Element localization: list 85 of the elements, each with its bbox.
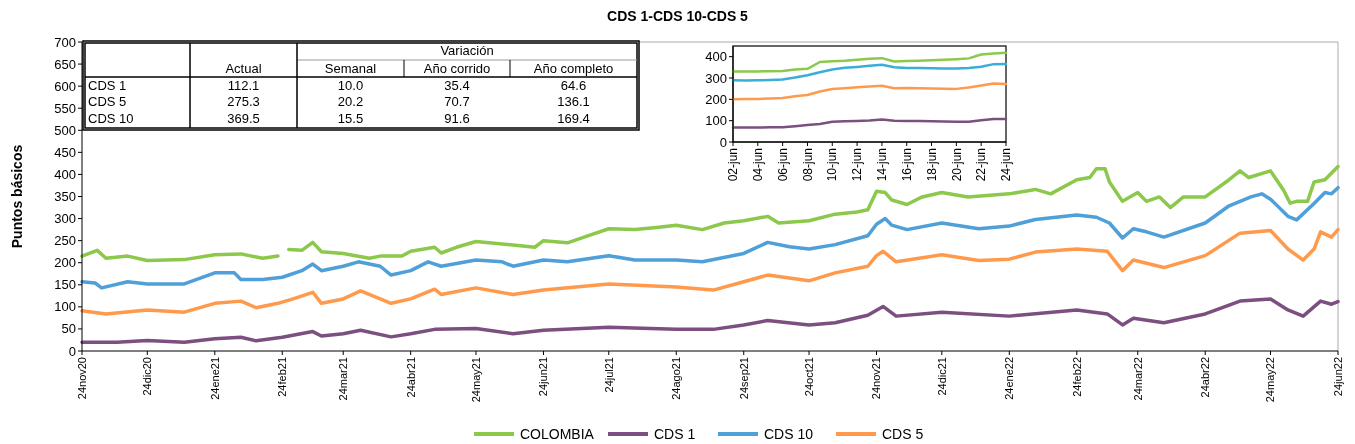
y-tick-label: 0: [68, 343, 76, 359]
line-series: [731, 82, 1008, 101]
data-label: 91.6: [444, 111, 470, 126]
y-tick-label: 250: [54, 233, 76, 249]
y-tick-label: 400: [705, 49, 727, 65]
x-tick-label: 24dic21: [935, 357, 948, 396]
x-tick-label: 24-jun: [999, 148, 1014, 182]
x-tick-label: 04-jun: [751, 148, 766, 182]
data-label: 10.0: [337, 78, 364, 93]
data-label: 64.6: [560, 78, 587, 93]
line-series: [731, 62, 1008, 82]
legend-label: CDS 1: [654, 425, 696, 442]
legend-label: COLOMBIA: [520, 425, 595, 442]
y-tick-label: 0: [719, 134, 727, 150]
x-tick-label: 24abr22: [1199, 357, 1212, 398]
y-tick-label: 600: [54, 78, 76, 94]
y-tick-label: 200: [705, 91, 727, 107]
x-tick-label: 18-jun: [924, 148, 939, 182]
data-label: 35.4: [444, 78, 470, 93]
category-label: CDS 10: [88, 111, 134, 126]
x-tick-label: 24sep21: [737, 357, 750, 400]
line-series: [731, 117, 1008, 129]
y-tick-label: 300: [54, 211, 76, 227]
x-tick-label: 24ago21: [670, 357, 683, 400]
chart-title: CDS 1-CDS 10-CDS 5: [607, 8, 749, 24]
x-tick-label: 24feb21: [276, 357, 289, 397]
x-tick-label: 24feb22: [1070, 357, 1083, 397]
data-label: 136.1: [557, 94, 590, 109]
x-tick-label: 06-jun: [775, 148, 790, 182]
x-tick-label: 20-jun: [949, 148, 964, 182]
legend-label: Año corrido: [423, 61, 491, 76]
legend-label: CDS 5: [882, 425, 924, 442]
x-tick-label: 24dic20: [141, 357, 154, 396]
y-tick-label: 400: [54, 166, 76, 182]
line-series: [80, 227, 1340, 316]
x-tick-label: 24jul21: [602, 357, 615, 393]
y-tick-label: 100: [705, 113, 727, 129]
data-label: 169.4: [557, 111, 590, 126]
x-tick-label: 24nov20: [75, 357, 88, 400]
y-tick-label: 650: [54, 56, 76, 72]
data-label: 112.1: [227, 78, 260, 93]
annotation: Variación: [440, 43, 494, 58]
data-label: 15.5: [337, 111, 364, 126]
x-tick-label: 02-jun: [726, 148, 741, 182]
y-tick-label: 450: [54, 144, 76, 160]
x-tick-label: 24mar21: [337, 357, 350, 401]
legend-label: Año completo: [533, 61, 614, 76]
legend-label: CDS 10: [764, 425, 814, 442]
line-series: [80, 297, 1340, 344]
x-tick-label: 24ene22: [1003, 357, 1016, 400]
series-label: Actual: [225, 61, 262, 76]
y-tick-label: 50: [61, 321, 76, 337]
x-tick-label: 24ene21: [208, 357, 221, 400]
x-tick-label: 24may22: [1264, 357, 1277, 403]
x-tick-label: 24oct21: [802, 357, 815, 397]
x-tick-label: 10-jun: [825, 148, 840, 182]
y-tick-label: 350: [54, 189, 76, 205]
x-tick-label: 22-jun: [974, 148, 989, 182]
text: Semanal: [324, 61, 377, 76]
category-label: CDS 5: [88, 94, 127, 109]
y-tick-label: 200: [54, 255, 76, 271]
x-tick-label: 12-jun: [850, 148, 865, 182]
y-tick-label: 300: [705, 70, 727, 86]
line-series: [80, 185, 1340, 290]
x-tick-label: 24may21: [469, 357, 482, 403]
x-tick-label: 24jun21: [537, 357, 550, 397]
y-tick-label: 150: [54, 277, 76, 293]
y-tick-label: 500: [54, 122, 76, 138]
data-label: 20.2: [337, 94, 364, 109]
y-tick-label: 100: [54, 299, 76, 315]
y-tick-label: 700: [54, 34, 76, 50]
x-tick-label: 14-jun: [875, 148, 890, 182]
x-tick-label: 16-jun: [899, 148, 914, 182]
y-axis-title: Puntos básicos: [9, 144, 25, 249]
y-tick-label: 550: [54, 100, 76, 116]
x-tick-label: 08-jun: [800, 148, 815, 182]
x-tick-label: 24jun22: [1331, 357, 1344, 397]
data-label: 70.7: [444, 94, 470, 109]
data-label: 369.5: [227, 111, 260, 126]
x-tick-label: 24nov21: [870, 357, 883, 400]
x-tick-label: 24mar22: [1131, 357, 1144, 401]
data-label: 275.3: [227, 94, 260, 109]
x-tick-label: 24abr21: [404, 357, 417, 398]
category-label: CDS 1: [88, 78, 127, 93]
line-series: [731, 51, 1008, 73]
